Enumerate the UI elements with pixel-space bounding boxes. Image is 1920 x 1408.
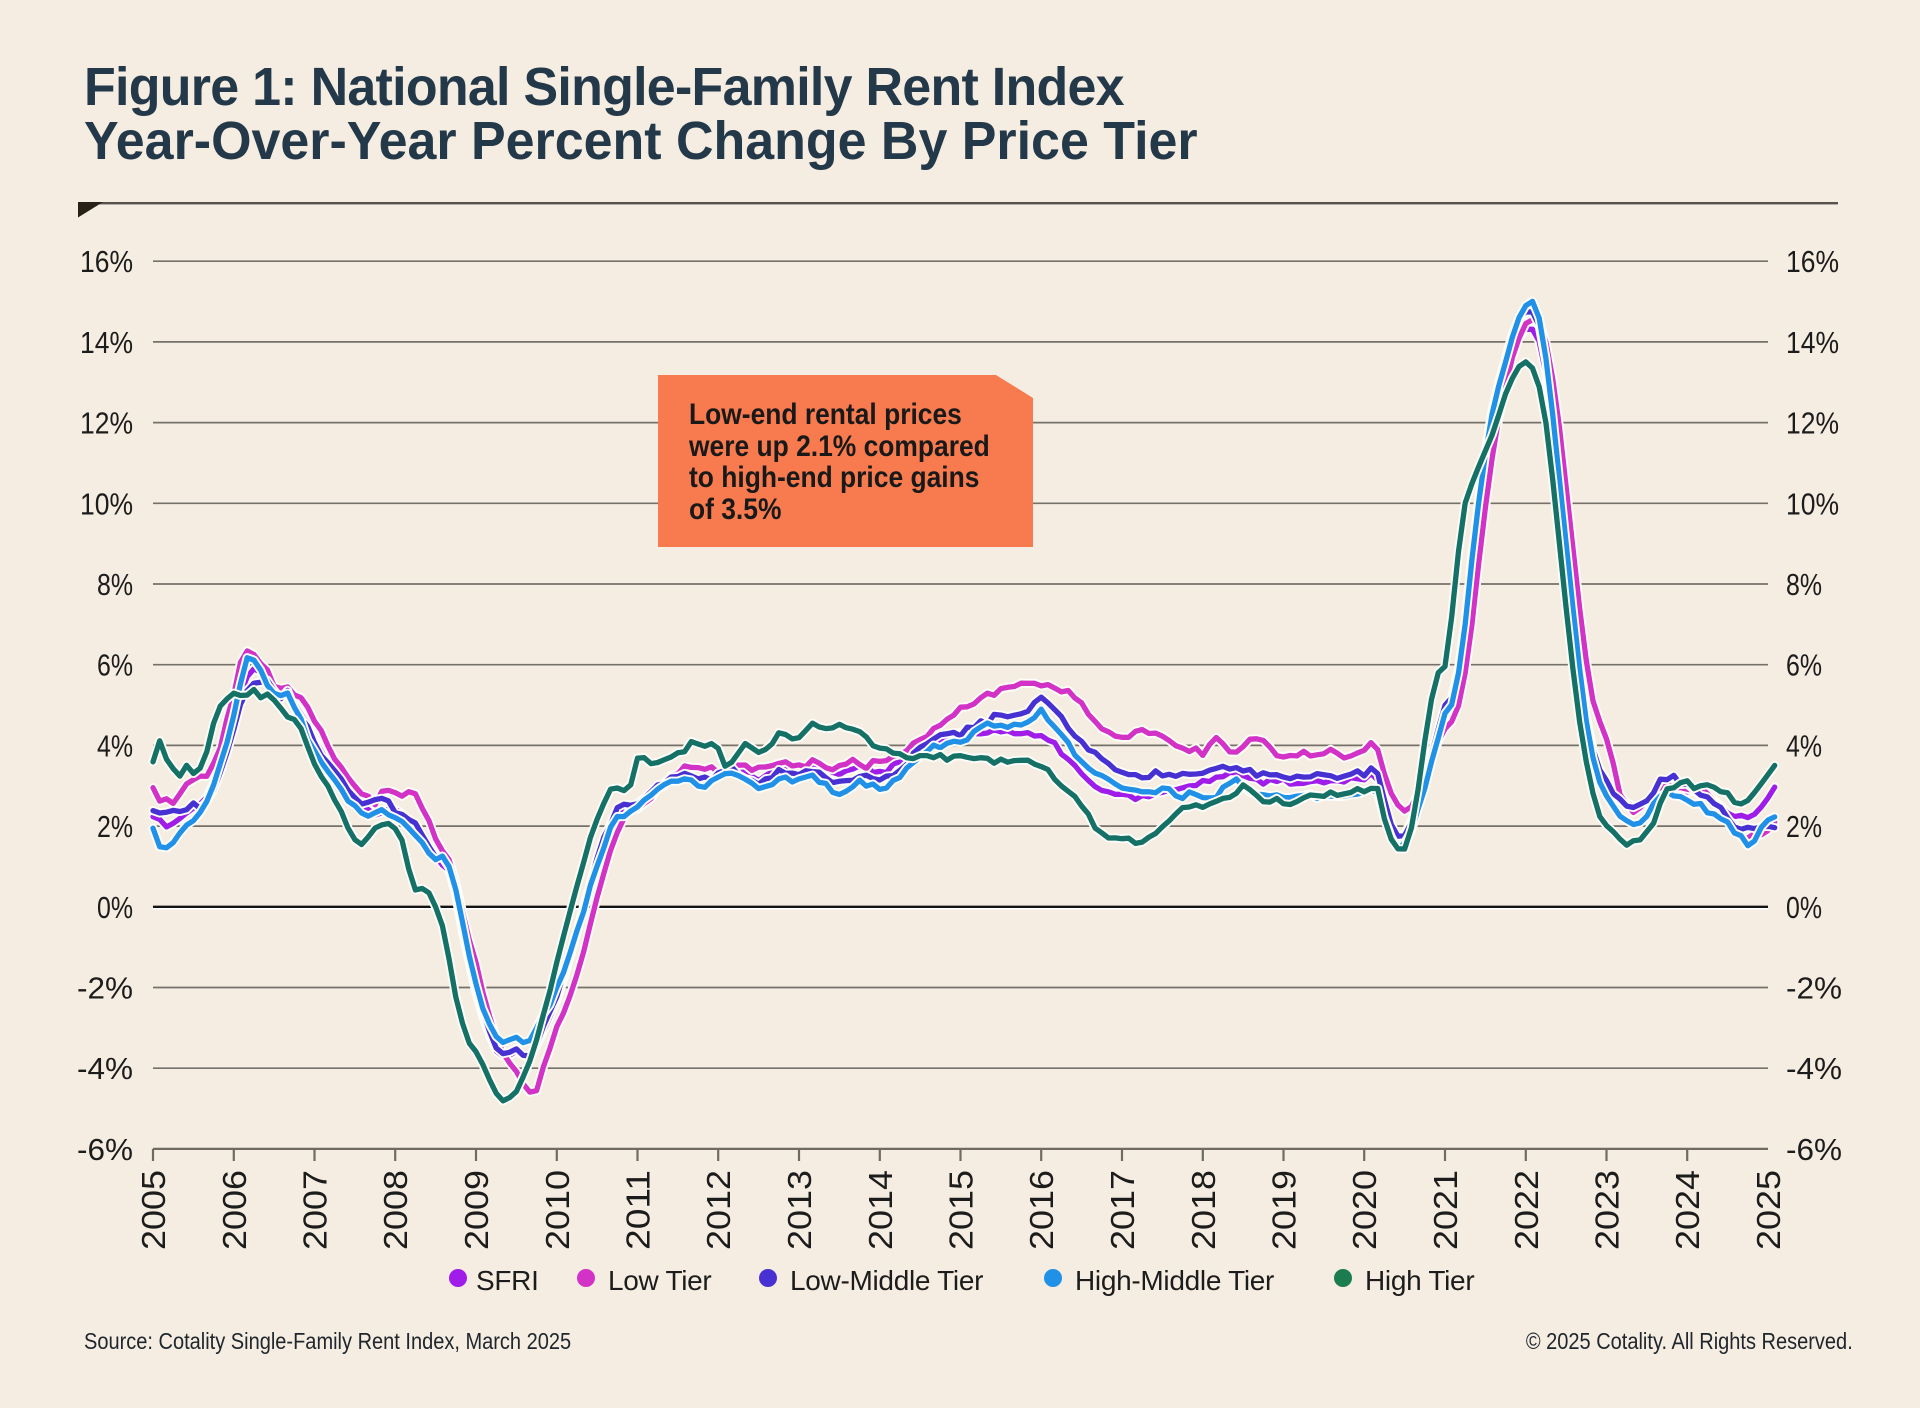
svg-text:2020: 2020: [1346, 1170, 1383, 1250]
svg-text:-2%: -2%: [77, 971, 133, 1006]
svg-text:2008: 2008: [377, 1170, 414, 1250]
svg-text:-4%: -4%: [1786, 1051, 1842, 1086]
svg-text:12%: 12%: [80, 406, 133, 441]
svg-text:12%: 12%: [1786, 406, 1839, 441]
svg-text:2%: 2%: [97, 809, 133, 844]
svg-text:2017: 2017: [1104, 1170, 1141, 1250]
svg-text:2019: 2019: [1266, 1170, 1303, 1250]
svg-text:16%: 16%: [80, 244, 133, 279]
svg-text:2007: 2007: [297, 1170, 334, 1250]
svg-text:2010: 2010: [539, 1170, 576, 1250]
svg-text:2015: 2015: [943, 1170, 980, 1250]
svg-text:6%: 6%: [97, 648, 133, 683]
svg-text:4%: 4%: [1786, 728, 1822, 763]
svg-text:2022: 2022: [1508, 1170, 1545, 1250]
svg-text:-6%: -6%: [77, 1132, 133, 1167]
svg-text:6%: 6%: [1786, 648, 1822, 683]
svg-text:2011: 2011: [620, 1170, 657, 1250]
svg-text:2018: 2018: [1185, 1170, 1222, 1250]
svg-text:14%: 14%: [1786, 325, 1839, 360]
svg-text:2023: 2023: [1589, 1170, 1626, 1250]
svg-text:16%: 16%: [1786, 244, 1839, 279]
svg-text:2005: 2005: [135, 1170, 172, 1250]
svg-text:2%: 2%: [1786, 809, 1822, 844]
svg-text:10%: 10%: [1786, 486, 1839, 521]
svg-text:2006: 2006: [216, 1170, 253, 1250]
svg-text:0%: 0%: [1786, 890, 1822, 925]
svg-text:2012: 2012: [700, 1170, 737, 1250]
svg-text:2016: 2016: [1023, 1170, 1060, 1250]
svg-text:-6%: -6%: [1786, 1132, 1842, 1167]
svg-text:2024: 2024: [1669, 1170, 1706, 1250]
svg-text:-4%: -4%: [77, 1051, 133, 1086]
svg-text:0%: 0%: [97, 890, 133, 925]
svg-text:-2%: -2%: [1786, 971, 1842, 1006]
svg-text:2021: 2021: [1427, 1170, 1464, 1250]
svg-text:2014: 2014: [862, 1170, 899, 1250]
svg-text:2013: 2013: [781, 1170, 818, 1250]
svg-text:4%: 4%: [97, 728, 133, 763]
svg-text:10%: 10%: [80, 486, 133, 521]
svg-text:14%: 14%: [80, 325, 133, 360]
svg-text:2025: 2025: [1750, 1170, 1787, 1250]
svg-text:8%: 8%: [97, 567, 133, 602]
svg-text:2009: 2009: [458, 1170, 495, 1250]
svg-text:8%: 8%: [1786, 567, 1822, 602]
